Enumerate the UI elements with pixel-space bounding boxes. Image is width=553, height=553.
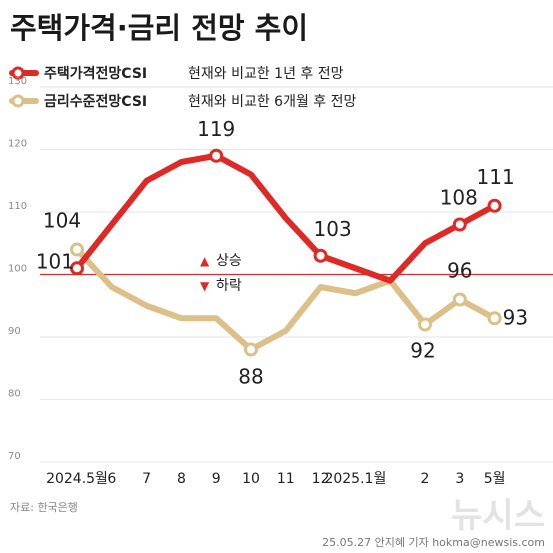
y-axis: 70 80 90 100 110 120 130 [8, 76, 27, 462]
y-tick-label: 100 [8, 264, 27, 275]
data-label: 108 [440, 186, 478, 210]
down-label: 하락 [216, 278, 242, 294]
series-line-1 [74, 246, 498, 353]
x-tick-label: 5월 [484, 471, 506, 487]
x-tick-label: 11 [277, 471, 295, 487]
x-tick-label: 3 [455, 471, 464, 487]
page-title: 주택가격·금리 전망 추이 [10, 11, 308, 45]
series-0-point [487, 198, 502, 213]
data-label: 103 [314, 217, 352, 241]
up-marker: ▲ [200, 254, 210, 268]
x-tick-label: 8 [177, 471, 186, 487]
y-tick-label: 120 [8, 139, 27, 150]
y-tick-label: 130 [8, 76, 27, 87]
data-label: 93 [503, 305, 528, 329]
credit-text: 25.05.27 안지혜 기자 hokma@newsis.com [322, 536, 545, 549]
x-tick-label: 6 [107, 471, 116, 487]
y-tick-label: 110 [8, 201, 27, 212]
series-1-point [244, 342, 258, 357]
data-label: 104 [43, 209, 81, 233]
source-text: 자료: 한국은행 [10, 501, 78, 514]
legend: 주택가격전망CSI 현재와 비교한 1년 후 전망 금리수준전망CSI 현재와 … [9, 65, 357, 110]
series-1-point [487, 311, 502, 326]
legend-desc-1: 현재와 비교한 6개월 후 전망 [188, 94, 357, 110]
down-marker: ▼ [200, 279, 210, 293]
series-1-point [418, 317, 432, 332]
grid [40, 86, 553, 463]
data-label: 101 [36, 249, 74, 273]
x-tick-label: 2025.1월 [324, 471, 386, 487]
x-tick-label: 9 [212, 471, 221, 487]
legend-marker-red [11, 66, 25, 80]
x-tick-label: 7 [142, 471, 151, 487]
y-tick-label: 90 [8, 326, 21, 337]
legend-desc-0: 현재와 비교한 1년 후 전망 [188, 66, 344, 82]
series-0-point [313, 248, 328, 263]
series-line-0 [74, 152, 498, 284]
legend-label-1: 금리수준전망CSI [44, 93, 147, 110]
data-label: 96 [447, 259, 472, 283]
legend-label-0: 주택가격전망CSI [44, 65, 147, 82]
watermark: 뉴시스 [451, 496, 545, 536]
data-label: 119 [197, 117, 235, 141]
x-tick-label: 2 [421, 471, 430, 487]
x-tick-label: 2024.5월 [46, 471, 108, 487]
series-0-point [209, 148, 224, 163]
series-1-point [452, 292, 467, 307]
data-label: 88 [238, 365, 263, 389]
x-tick-label: 12 [312, 471, 330, 487]
up-label: 상승 [216, 253, 242, 269]
x-tick-label: 10 [242, 471, 260, 487]
series-0-point [70, 261, 84, 276]
series-0-point [452, 217, 467, 232]
y-tick-label: 70 [8, 451, 21, 462]
data-label: 92 [410, 339, 435, 363]
y-tick-label: 80 [8, 389, 21, 400]
legend-marker-tan [11, 94, 25, 108]
series-1-point [70, 242, 84, 257]
data-label: 111 [477, 165, 515, 189]
